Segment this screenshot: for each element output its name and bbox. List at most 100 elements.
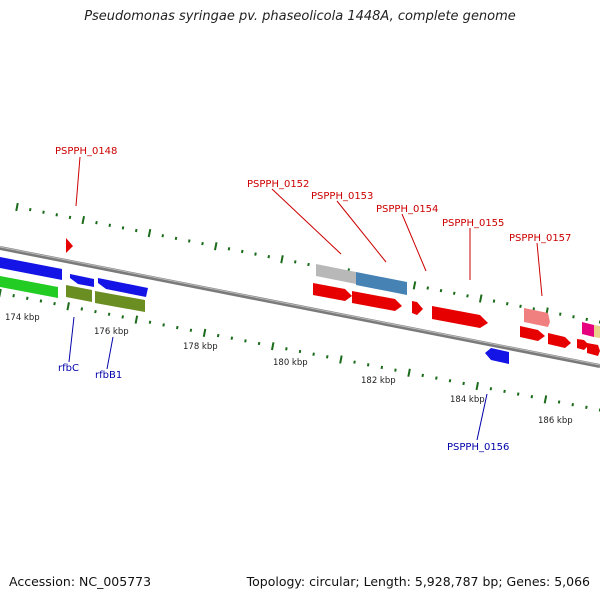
gene-red-7[interactable]	[577, 339, 589, 350]
outer-tick-mark	[478, 294, 483, 303]
inner-tick-mark	[39, 299, 43, 303]
outer-tick-mark	[519, 304, 522, 308]
inner-tick-mark	[435, 376, 438, 380]
inner-tick-mark	[366, 363, 370, 367]
outer-tick-mark	[293, 260, 297, 264]
inner-tick-mark	[94, 309, 97, 314]
outer-tick-mark	[452, 291, 456, 295]
gene-green-left[interactable]	[0, 276, 58, 298]
gene-rfbB1[interactable]	[95, 291, 145, 312]
inner-tick-ring	[0, 288, 600, 412]
gene-pspph-0157[interactable]	[524, 308, 550, 327]
gene-pspph-0148[interactable]	[66, 238, 73, 253]
inner-tick-mark	[312, 352, 315, 356]
outer-tick-mark	[161, 234, 165, 238]
inner-tick-mark	[134, 315, 139, 324]
outer-tick-mark	[95, 221, 98, 225]
outer-tick-mark	[213, 242, 218, 251]
inner-tick-mark	[407, 368, 411, 377]
outer-tick-mark	[227, 247, 231, 251]
inner-tick-mark	[585, 405, 588, 410]
inner-tick-mark	[475, 381, 480, 391]
inner-tick-mark	[26, 296, 29, 300]
outer-tick-mark	[240, 249, 244, 254]
gene-pspph-0153[interactable]	[356, 272, 407, 295]
accession-text: Accession: NC_005773	[9, 574, 152, 589]
outer-tick-mark	[174, 236, 178, 241]
outer-tick-mark	[42, 210, 45, 214]
label-rfbC: rfbC	[58, 363, 79, 374]
outer-tick-mark	[558, 312, 562, 316]
leader-lines	[68, 156, 543, 441]
outer-tick-mark	[505, 302, 509, 306]
inner-tick-mark	[80, 307, 84, 311]
outer-tick-mark	[201, 241, 204, 246]
outer-tick-ring	[15, 202, 600, 324]
gene-blue-left[interactable]	[0, 257, 62, 280]
inner-tick-mark	[0, 288, 2, 298]
label-rfbB1: rfbB1	[95, 370, 122, 381]
gene-red-8[interactable]	[587, 343, 600, 356]
inner-tick-mark	[503, 389, 506, 394]
gene-rfbC[interactable]	[66, 285, 92, 302]
outer-tick-mark	[68, 215, 72, 220]
genome-backbone	[0, 246, 600, 368]
gene-blue-rev-2[interactable]	[98, 278, 148, 297]
inner-tick-mark	[12, 293, 15, 298]
inner-tick-mark	[557, 400, 561, 404]
inner-tick-mark	[107, 312, 111, 316]
label-pspph-0148: PSPPH_0148	[55, 146, 117, 157]
outer-tick-mark	[426, 286, 430, 290]
label-pspph-0154: PSPPH_0154	[376, 204, 438, 215]
inner-tick-mark	[285, 347, 288, 351]
label-pspph-0155: PSPPH_0155	[442, 218, 504, 229]
inner-tick-mark	[489, 387, 493, 391]
outer-tick-mark	[532, 307, 536, 311]
inner-tick-mark	[189, 328, 193, 332]
label-pspph-0153: PSPPH_0153	[311, 191, 373, 202]
inner-tick-mark	[448, 379, 452, 383]
label-pspph-0157: PSPPH_0157	[509, 233, 571, 244]
outer-tick-mark	[28, 207, 32, 212]
outer-tick-mark	[412, 281, 417, 290]
gene-features	[0, 238, 600, 364]
inner-tick-mark	[394, 368, 397, 372]
inner-tick-mark	[162, 323, 165, 327]
inner-tick-mark	[230, 336, 234, 340]
tick-label-174: 174 kbp	[5, 313, 40, 323]
tick-label-176: 176 kbp	[94, 327, 129, 337]
gene-magenta[interactable]	[582, 322, 594, 337]
outer-tick-mark	[121, 226, 125, 230]
outer-tick-mark	[147, 229, 152, 238]
outer-tick-mark	[439, 288, 443, 293]
inner-tick-mark	[66, 302, 70, 311]
outer-tick-mark	[187, 239, 191, 243]
inner-tick-mark	[530, 395, 534, 399]
tick-label-184: 184 kbp	[450, 395, 485, 405]
gene-red-3[interactable]	[412, 301, 423, 315]
gene-blue-rev-1[interactable]	[70, 274, 94, 287]
gene-red-1[interactable]	[313, 283, 352, 301]
inner-tick-mark	[298, 349, 302, 354]
outer-tick-mark	[280, 255, 284, 264]
inner-tick-mark	[148, 320, 152, 324]
gene-red-2[interactable]	[352, 291, 402, 311]
gene-tan[interactable]	[594, 325, 600, 338]
map-title: Pseudomonas syringae pv. phaseolicola 14…	[84, 9, 516, 24]
genome-backbone-highlight	[0, 246, 600, 366]
gene-red-4[interactable]	[432, 306, 488, 328]
outer-tick-mark	[492, 299, 496, 303]
outer-tick-mark	[267, 254, 271, 259]
gene-red-5[interactable]	[520, 326, 545, 341]
outer-tick-mark	[15, 202, 19, 212]
gene-pspph-0152[interactable]	[316, 264, 356, 284]
outer-tick-mark	[81, 215, 86, 225]
outer-tick-mark	[254, 252, 257, 256]
inner-tick-mark	[339, 355, 343, 364]
gene-red-6[interactable]	[548, 333, 571, 348]
label-pspph-0152: PSPPH_0152	[247, 179, 309, 190]
gene-pspph-0156[interactable]	[485, 348, 509, 364]
inner-tick-mark	[326, 355, 329, 359]
outer-tick-mark	[585, 317, 589, 322]
